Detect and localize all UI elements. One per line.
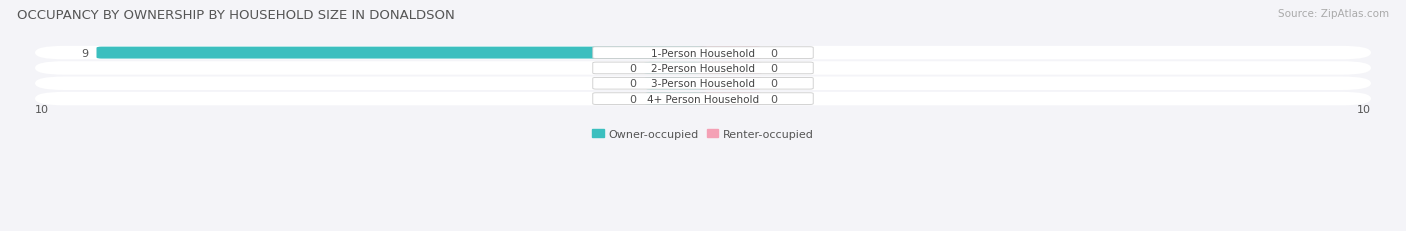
Text: 0: 0	[770, 79, 776, 89]
Text: 0: 0	[630, 94, 636, 104]
FancyBboxPatch shape	[35, 47, 1371, 60]
FancyBboxPatch shape	[644, 93, 709, 105]
FancyBboxPatch shape	[593, 93, 813, 105]
Text: 0: 0	[770, 64, 776, 74]
FancyBboxPatch shape	[697, 78, 762, 90]
Text: 4+ Person Household: 4+ Person Household	[647, 94, 759, 104]
FancyBboxPatch shape	[644, 63, 709, 75]
Legend: Owner-occupied, Renter-occupied: Owner-occupied, Renter-occupied	[592, 129, 814, 139]
FancyBboxPatch shape	[35, 62, 1371, 75]
Text: 0: 0	[630, 64, 636, 74]
FancyBboxPatch shape	[697, 47, 762, 59]
FancyBboxPatch shape	[644, 78, 709, 90]
Text: 1-Person Household: 1-Person Household	[651, 48, 755, 58]
FancyBboxPatch shape	[593, 63, 813, 74]
Text: 0: 0	[770, 94, 776, 104]
FancyBboxPatch shape	[35, 77, 1371, 91]
Text: 2-Person Household: 2-Person Household	[651, 64, 755, 74]
Text: OCCUPANCY BY OWNERSHIP BY HOUSEHOLD SIZE IN DONALDSON: OCCUPANCY BY OWNERSHIP BY HOUSEHOLD SIZE…	[17, 9, 454, 22]
FancyBboxPatch shape	[697, 93, 762, 105]
FancyBboxPatch shape	[593, 78, 813, 90]
FancyBboxPatch shape	[97, 47, 709, 59]
Text: Source: ZipAtlas.com: Source: ZipAtlas.com	[1278, 9, 1389, 19]
Text: 9: 9	[82, 48, 89, 58]
FancyBboxPatch shape	[697, 63, 762, 75]
Text: 3-Person Household: 3-Person Household	[651, 79, 755, 89]
Text: 0: 0	[770, 48, 776, 58]
Text: 10: 10	[1357, 105, 1371, 115]
Text: 0: 0	[630, 79, 636, 89]
Text: 10: 10	[35, 105, 49, 115]
FancyBboxPatch shape	[593, 48, 813, 59]
FancyBboxPatch shape	[35, 92, 1371, 106]
